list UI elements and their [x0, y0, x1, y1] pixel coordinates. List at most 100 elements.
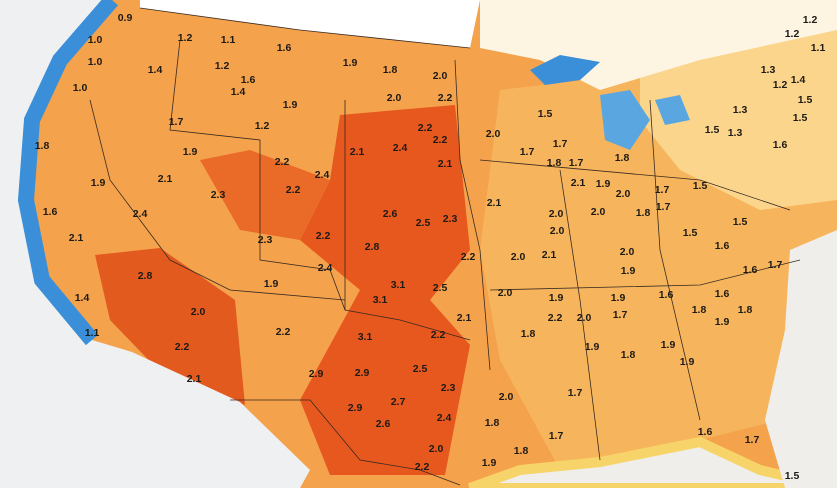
value-label: 2.4: [315, 169, 330, 181]
value-label: 1.9: [343, 57, 358, 69]
value-label: 2.2: [438, 92, 453, 104]
border: [139, 7, 471, 49]
coast: [17, 0, 119, 346]
value-label: 1.8: [485, 417, 500, 429]
state-line: [559, 169, 601, 461]
value-label: 2.6: [383, 208, 398, 220]
value-label: 1.9: [661, 339, 676, 351]
value-label: 2.0: [591, 206, 606, 218]
value-label: 2.0: [433, 70, 448, 82]
value-label: 1.9: [183, 146, 198, 158]
value-label: 2.2: [415, 461, 430, 473]
value-label: 1.9: [680, 356, 695, 368]
value-label: 1.4: [75, 292, 90, 304]
value-label: 1.8: [383, 64, 398, 76]
value-label: 1.1: [85, 327, 100, 339]
hot-region: [200, 150, 330, 240]
value-label: 3.1: [391, 279, 406, 291]
value-label: 1.9: [283, 99, 298, 111]
value-label: 1.4: [791, 74, 806, 86]
value-label: 1.9: [596, 178, 611, 190]
value-label: 1.9: [585, 341, 600, 353]
value-label: 2.2: [548, 312, 563, 324]
value-label: 2.5: [433, 282, 448, 294]
value-label: 1.9: [264, 278, 279, 290]
value-label: 1.7: [655, 184, 670, 196]
value-label: 1.4: [231, 86, 246, 98]
value-label: 1.5: [538, 108, 553, 120]
value-label: 2.0: [616, 188, 631, 200]
value-label: 1.9: [715, 316, 730, 328]
value-label: 2.2: [461, 251, 476, 263]
value-label: 2.2: [276, 326, 291, 338]
value-label: 1.1: [811, 42, 826, 54]
state-line: [479, 159, 791, 211]
value-label: 2.9: [309, 368, 324, 380]
value-label: 1.4: [148, 64, 163, 76]
value-label: 1.6: [715, 240, 730, 252]
value-label: 1.6: [43, 206, 58, 218]
value-label: 2.1: [542, 249, 557, 261]
value-label: 2.8: [365, 241, 380, 253]
value-label: 1.6: [743, 264, 758, 276]
value-label: 2.5: [416, 217, 431, 229]
value-label: 2.4: [133, 208, 148, 220]
value-label: 1.6: [715, 288, 730, 300]
value-label: 2.2: [275, 156, 290, 168]
value-label: 2.7: [391, 396, 406, 408]
value-label: 1.5: [733, 216, 748, 228]
value-label: 1.2: [803, 14, 818, 26]
value-label: 2.4: [393, 142, 408, 154]
value-label: 2.0: [549, 208, 564, 220]
value-label: 2.2: [433, 134, 448, 146]
value-label: 2.9: [355, 367, 370, 379]
value-label: 2.2: [286, 184, 301, 196]
value-label: 1.7: [520, 146, 535, 158]
value-label: 1.9: [621, 265, 636, 277]
value-label: 1.3: [761, 64, 776, 76]
value-label: 1.5: [683, 227, 698, 239]
state-line: [89, 99, 346, 301]
value-label: 1.7: [553, 138, 568, 150]
value-label: 2.0: [550, 225, 565, 237]
value-label: 1.0: [88, 56, 103, 68]
hot-region: [95, 248, 245, 405]
value-label: 1.8: [738, 304, 753, 316]
value-label: 2.2: [431, 329, 446, 341]
value-label: 2.1: [571, 177, 586, 189]
state-line: [344, 100, 471, 341]
value-label: 1.9: [549, 292, 564, 304]
value-label: 1.8: [514, 445, 529, 457]
value-label: 1.7: [613, 309, 628, 321]
value-label: 1.9: [611, 292, 626, 304]
value-label: 1.3: [728, 127, 743, 139]
value-label: 3.1: [373, 294, 388, 306]
lake: [530, 55, 600, 85]
value-label: 0.9: [118, 12, 133, 24]
value-label: 1.9: [482, 457, 497, 469]
border: [230, 399, 461, 486]
value-label: 1.6: [773, 139, 788, 151]
value-label: 2.4: [437, 412, 452, 424]
value-label: 2.2: [316, 230, 331, 242]
value-label: 1.7: [568, 387, 583, 399]
value-label: 1.6: [241, 74, 256, 86]
value-label: 2.1: [69, 232, 84, 244]
value-label: 2.8: [138, 270, 153, 282]
value-label: 1.8: [692, 304, 707, 316]
value-label: 1.8: [35, 140, 50, 152]
value-label: 1.8: [547, 157, 562, 169]
value-label: 1.7: [549, 430, 564, 442]
value-label: 1.2: [785, 28, 800, 40]
value-label: 1.5: [798, 94, 813, 106]
value-label: 2.9: [348, 402, 363, 414]
value-label: 1.7: [745, 434, 760, 446]
value-label: 2.0: [429, 443, 444, 455]
value-label: 2.1: [457, 312, 472, 324]
value-label: 2.4: [318, 262, 333, 274]
state-line: [169, 39, 346, 311]
lake: [600, 90, 650, 150]
value-label: 2.5: [413, 363, 428, 375]
value-label: 2.1: [438, 158, 453, 170]
